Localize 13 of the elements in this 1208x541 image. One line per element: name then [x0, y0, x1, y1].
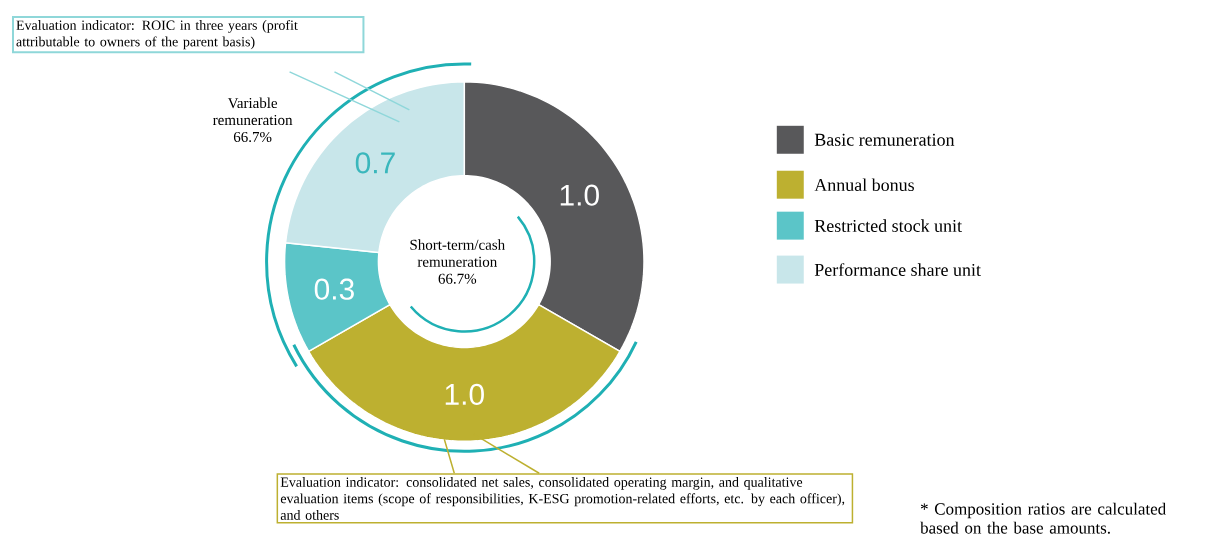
text: * Composition ratios are calculated based on the base amounts. — [920, 502, 1166, 534]
legend-label: Annual bonus — [814, 178, 914, 191]
legend-label: Performance share unit — [814, 263, 981, 276]
legend-label: Basic remuneration — [814, 133, 955, 146]
text: Short-term/cash remuneration 66.7% — [410, 239, 505, 284]
legend-label: Restricted stock unit — [814, 219, 962, 232]
text: Variable remuneration 66.7% — [213, 97, 293, 143]
data-label: 0.3 — [314, 278, 354, 300]
text: Evaluation indicator: ROIC in three years (profit attributable to owners of the parent basis) — [16, 19, 298, 50]
data-label: 1.0 — [560, 184, 599, 206]
text: Evaluation indicator: consolidated net sales, consolidated operating margin, and qualitative evaluation items (scope of responsibilities, K-ESG promotion-related efforts, etc. by each officer), and others — [280, 476, 845, 520]
data-label: 0.7 — [355, 152, 395, 174]
data-label: 1.0 — [445, 383, 484, 405]
